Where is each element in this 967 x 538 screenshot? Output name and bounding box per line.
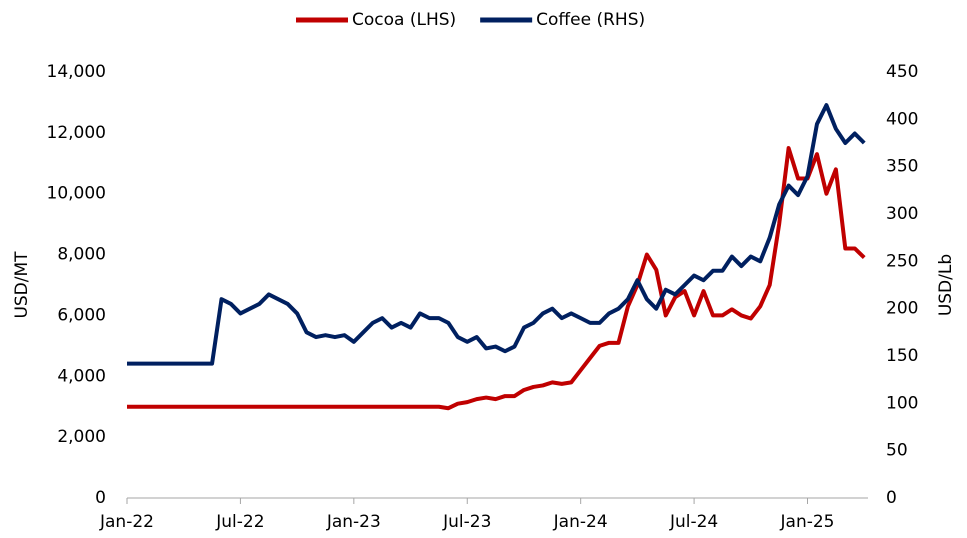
y-axis-label: USD/MT (12, 251, 32, 319)
x-tick-label: Jan-23 (326, 512, 381, 532)
legend-label: Coffee (RHS) (536, 10, 645, 30)
y2-tick-label: 300 (886, 204, 918, 224)
y2-tick-label: 150 (886, 346, 918, 366)
y2-tick-label: 400 (886, 109, 918, 129)
y-tick-label: 10,000 (47, 184, 106, 204)
x-tick-label: Jul-22 (215, 512, 264, 532)
x-tick-label: Jan-25 (780, 512, 835, 532)
series-line (127, 146, 866, 411)
y-tick-label: 8,000 (57, 245, 106, 265)
y-tick-label: 0 (95, 488, 106, 508)
y-tick-label: 6,000 (57, 305, 106, 325)
y-tick-label: 2,000 (57, 427, 106, 447)
y2-tick-label: 50 (886, 441, 908, 461)
y2-tick-label: 450 (886, 62, 918, 82)
y2-tick-label: 200 (886, 299, 918, 319)
series-line (127, 103, 866, 366)
y2-tick-label: 250 (886, 251, 918, 271)
y-tick-label: 12,000 (47, 123, 106, 143)
x-tick-label: Jul-24 (669, 512, 718, 532)
x-tick-label: Jan-22 (99, 512, 154, 532)
y2-axis-label: USD/Lb (936, 254, 956, 316)
y-tick-label: 4,000 (57, 366, 106, 386)
y2-tick-label: 350 (886, 157, 918, 177)
y-tick-label: 14,000 (47, 62, 106, 82)
x-tick-label: Jan-24 (553, 512, 608, 532)
y2-tick-label: 100 (886, 393, 918, 413)
legend-label: Cocoa (LHS) (352, 10, 456, 30)
x-tick-label: Jul-23 (442, 512, 491, 532)
y2-tick-label: 0 (886, 488, 897, 508)
